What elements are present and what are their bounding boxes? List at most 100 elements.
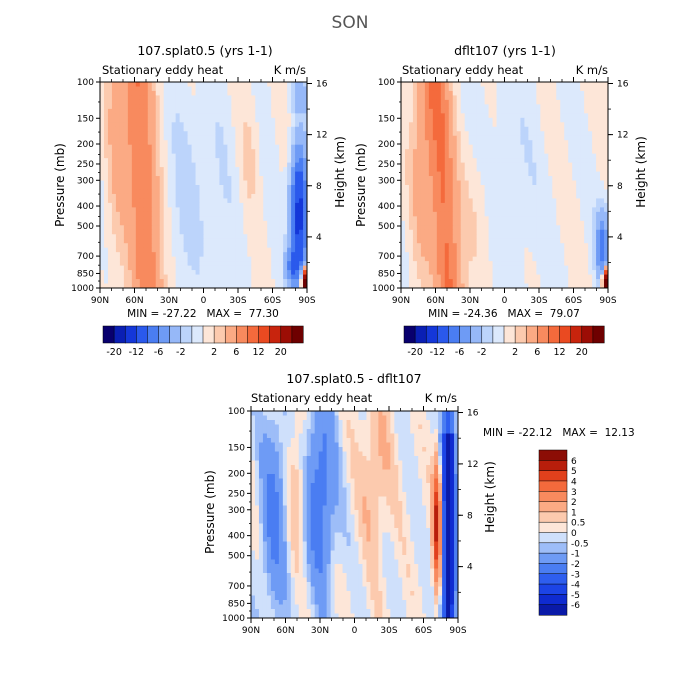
heatmap-cell — [107, 198, 113, 204]
heatmap-cell — [500, 171, 505, 177]
heatmap-cell — [279, 189, 284, 195]
heatmap-cell — [115, 198, 121, 204]
heatmap-cell — [155, 225, 161, 231]
heatmap-cell — [171, 95, 177, 101]
heatmap-cell — [191, 283, 196, 289]
heatmap-cell — [564, 265, 569, 271]
heatmap-cell — [123, 193, 129, 199]
heatmap-cell — [239, 167, 244, 172]
heatmap-cell — [576, 207, 581, 213]
heatmap-cell — [432, 135, 438, 141]
heatmap-cell — [207, 247, 212, 253]
heatmap-cell — [151, 198, 157, 204]
heatmap-cell — [500, 256, 505, 262]
heatmap-cell — [524, 279, 529, 284]
heatmap-cell — [187, 238, 192, 244]
heatmap-cell — [440, 90, 446, 96]
heatmap-cell — [147, 95, 153, 101]
heatmap-cell — [492, 95, 497, 101]
heatmap-cell — [167, 220, 173, 226]
heatmap-cell — [564, 270, 569, 275]
heatmap-cell — [456, 207, 462, 213]
heatmap-cell — [131, 279, 137, 284]
heatmap-cell — [175, 234, 181, 240]
heatmap-cell — [271, 234, 276, 240]
heatmap-cell — [464, 265, 470, 271]
heatmap-cell — [291, 252, 296, 258]
heatmap-cell — [223, 256, 228, 262]
heatmap-cell — [163, 256, 169, 262]
heatmap-cell — [147, 122, 153, 128]
heatmap-cell — [476, 207, 482, 213]
heatmap-cell — [211, 247, 216, 253]
x-tick-label: 30S — [530, 296, 547, 306]
heatmap-cell — [576, 86, 581, 92]
heatmap-cell — [576, 153, 581, 159]
heatmap-cell — [291, 274, 296, 280]
heatmap-cell — [183, 171, 188, 177]
heatmap-cell — [207, 131, 212, 137]
heatmap-cell — [127, 207, 133, 213]
heatmap-cell — [440, 270, 446, 275]
heatmap-cell — [211, 86, 216, 92]
heatmap-cell — [203, 162, 208, 168]
heatmap-cell — [412, 126, 418, 132]
panel-2-heatmap-cells — [401, 82, 609, 289]
heatmap-cell — [215, 274, 220, 280]
heatmap-cell — [576, 202, 581, 208]
heatmap-cell — [496, 211, 501, 217]
heatmap-cell — [412, 234, 418, 240]
heatmap-cell — [576, 131, 581, 137]
heatmap-cell — [199, 185, 204, 190]
heatmap-cell — [155, 234, 161, 240]
heatmap-cell — [460, 108, 466, 114]
heatmap-cell — [159, 153, 165, 159]
heatmap-cell — [103, 153, 109, 159]
heatmap-cell — [428, 82, 434, 87]
heatmap-cell — [167, 108, 173, 114]
heatmap-cell — [287, 216, 292, 222]
heatmap-cell — [512, 202, 517, 208]
heatmap-cell — [428, 176, 434, 181]
heatmap-cell — [468, 270, 474, 275]
heatmap-cell — [223, 167, 228, 172]
heatmap-cell — [279, 90, 284, 96]
heatmap-cell — [404, 265, 410, 271]
heatmap-cell — [203, 144, 208, 150]
heatmap-cell — [167, 153, 173, 159]
heatmap-cell — [159, 99, 165, 105]
heatmap-cell — [428, 99, 434, 105]
heatmap-cell — [564, 185, 569, 190]
heatmap-cell — [484, 270, 489, 275]
heatmap-cell — [548, 220, 553, 226]
heatmap-cell — [175, 225, 181, 231]
heatmap-cell — [227, 144, 232, 150]
heatmap-cell — [456, 229, 462, 235]
heatmap-cell — [564, 99, 569, 105]
heatmap-cell — [243, 82, 248, 87]
heatmap-cell — [239, 86, 244, 92]
heatmap-cell — [171, 108, 177, 114]
heatmap-cell — [592, 176, 597, 181]
heatmap-cell — [588, 180, 593, 186]
heatmap-cell — [283, 95, 288, 101]
heatmap-cell — [424, 117, 430, 123]
heatmap-cell — [179, 131, 184, 137]
heatmap-cell — [592, 131, 597, 137]
heatmap-cell — [147, 229, 153, 235]
heatmap-cell — [408, 144, 414, 150]
heatmap-cell — [171, 113, 177, 119]
heatmap-cell — [103, 162, 109, 168]
heatmap-cell — [544, 95, 549, 101]
heatmap-cell — [271, 279, 276, 284]
heatmap-cell — [568, 162, 573, 168]
heatmap-cell — [428, 283, 434, 289]
heatmap-cell — [492, 229, 497, 235]
heatmap-cell — [432, 270, 438, 275]
heatmap-cell — [191, 95, 196, 101]
heatmap-cell — [404, 82, 410, 87]
heatmap-cell — [147, 131, 153, 137]
heatmap-cell — [283, 211, 288, 217]
heatmap-cell — [548, 283, 553, 289]
heatmap-cell — [528, 108, 533, 114]
